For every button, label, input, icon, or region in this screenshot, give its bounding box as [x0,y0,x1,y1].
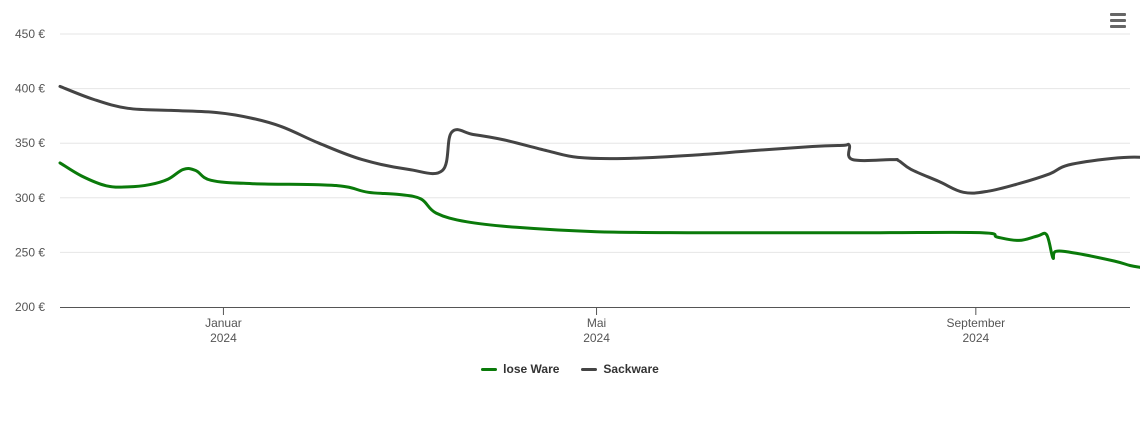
series-line-sackware[interactable] [58,84,1140,195]
x-tick-label-year: 2024 [210,331,237,345]
y-axis: 200 € 250 € 300 € 350 € 400 € 450 € [15,27,45,314]
y-tick-label: 450 € [15,27,45,41]
legend-label-sackware: Sackware [603,362,659,376]
series-lines [58,84,1140,270]
y-tick-label: 350 € [15,136,45,150]
legend-swatch-lose-ware [481,367,498,371]
x-tick-label-year: 2024 [583,331,610,345]
x-tick-label-year: 2024 [962,331,989,345]
x-tick-label-month: September [946,316,1005,330]
grid-lines [60,33,1130,253]
y-tick-label: 250 € [15,245,45,259]
series-line-lose-ware[interactable] [58,161,1140,270]
y-tick-label: 400 € [15,82,45,96]
y-tick-label: 200 € [15,300,45,314]
x-tick-label-month: Mai [587,316,606,330]
legend-item-sackware[interactable]: Sackware [581,362,659,376]
legend: lose Ware Sackware [0,362,1140,376]
legend-swatch-sackware [581,367,598,371]
hamburger-menu-icon[interactable] [1108,13,1128,31]
legend-label-lose-ware: lose Ware [503,362,560,376]
legend-item-lose-ware[interactable]: lose Ware [481,362,559,376]
y-tick-label: 300 € [15,191,45,205]
x-tick-label-month: Januar [205,316,242,330]
